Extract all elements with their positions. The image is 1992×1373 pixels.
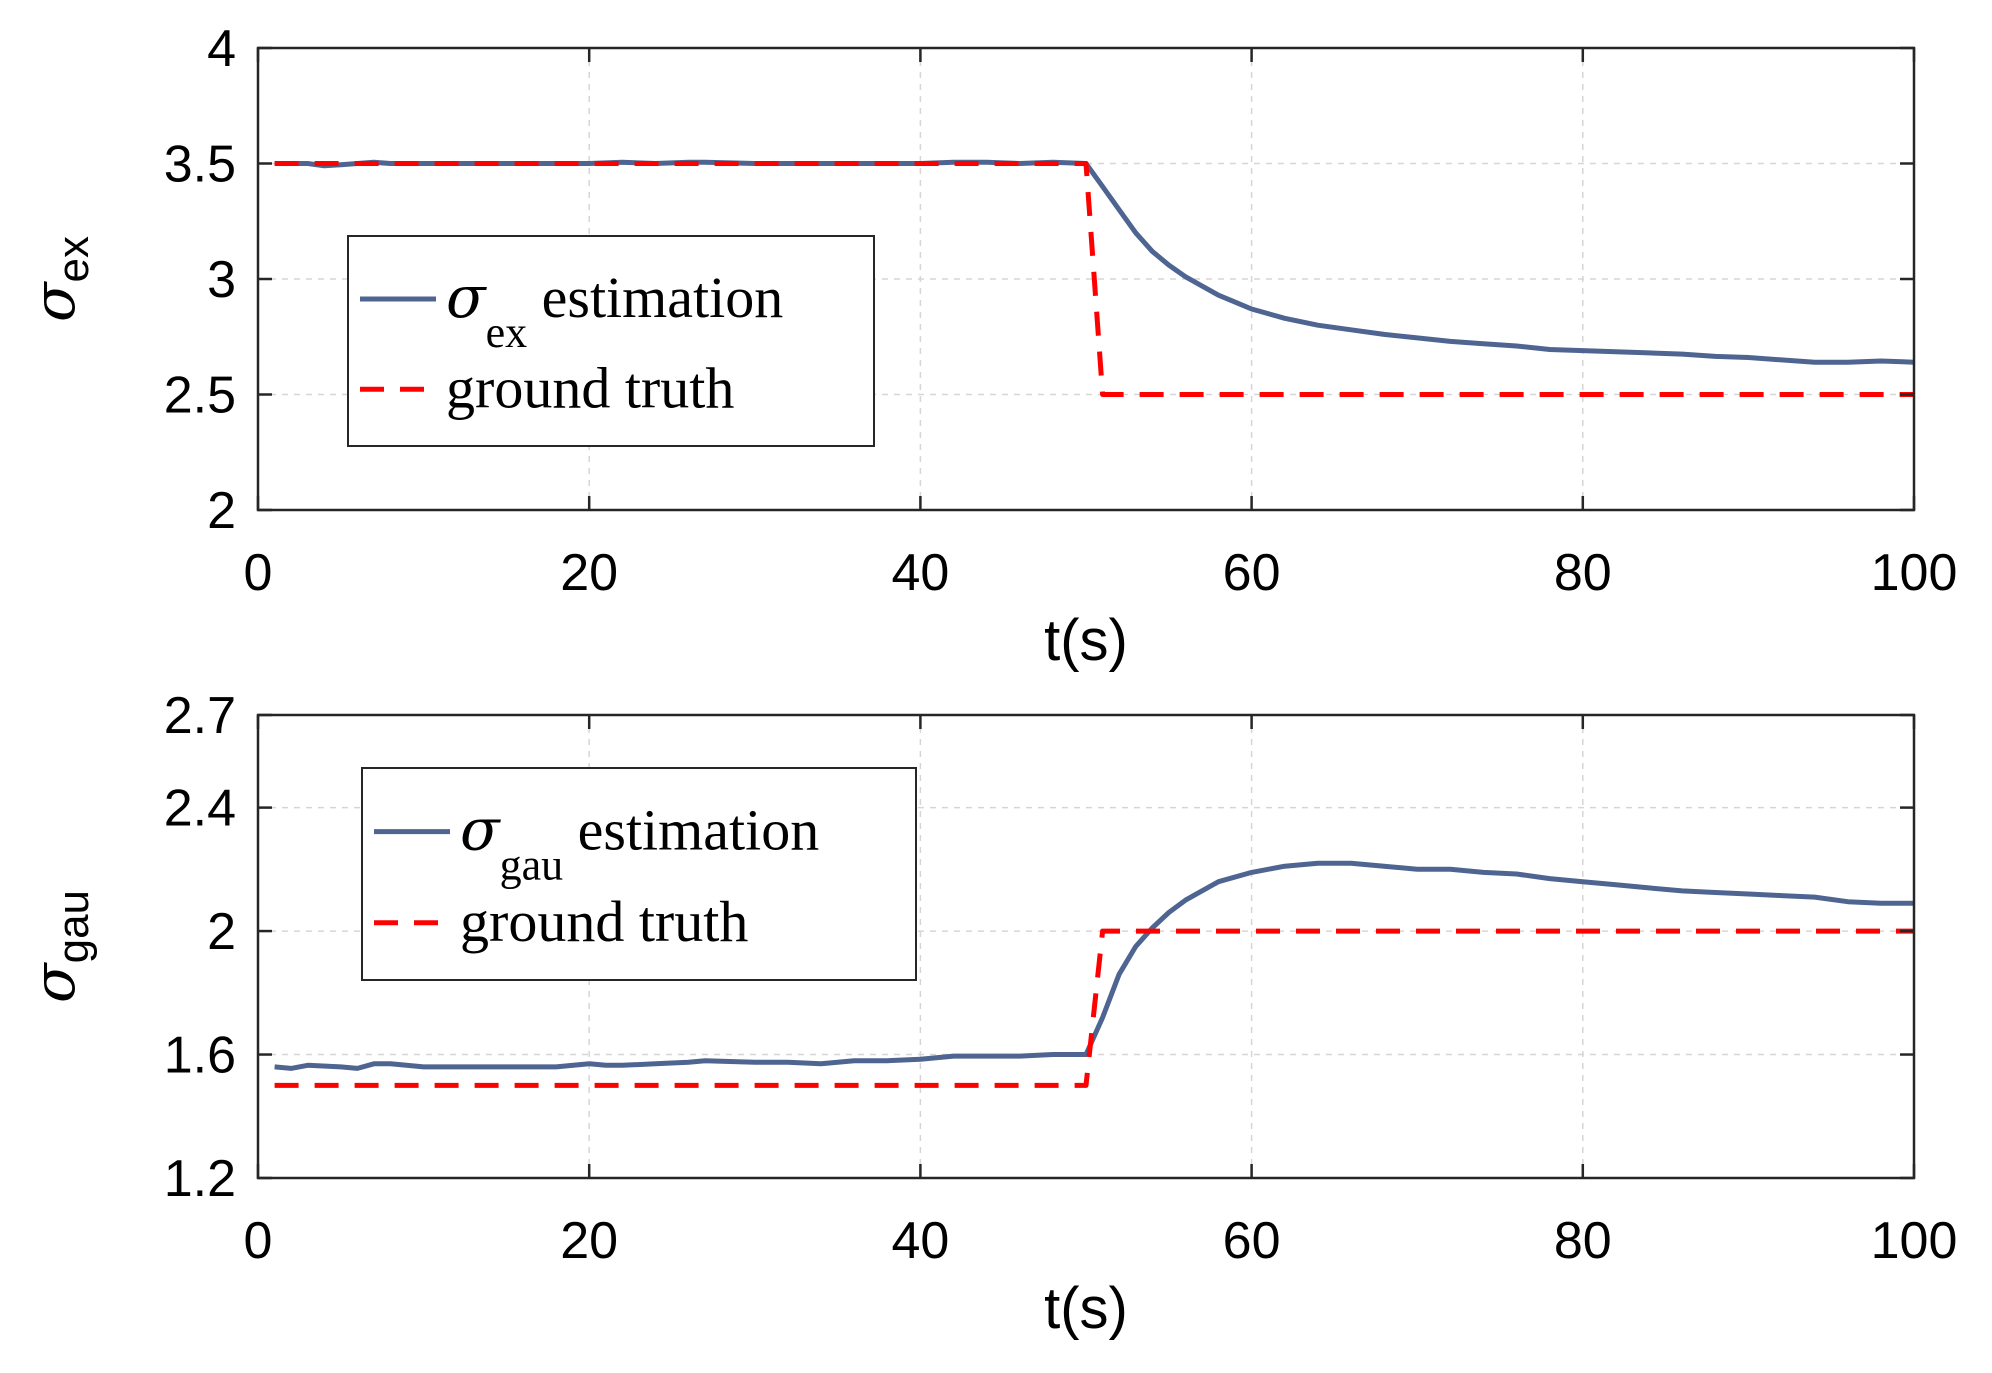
- legend-text: estimation: [527, 265, 783, 330]
- y-tick-label-1: 1.6: [164, 1027, 236, 1085]
- y-tick-label-2: 3: [207, 251, 236, 309]
- legend-label-ground-truth: ground truth: [460, 889, 748, 954]
- x-tick-label-5: 100: [1871, 1212, 1958, 1270]
- y-axis-label-symbol: σ: [20, 962, 88, 1003]
- y-tick-label-1: 2.5: [164, 367, 236, 425]
- x-tick-label-4: 80: [1554, 1212, 1612, 1270]
- y-axis-label-subscript: gau: [49, 890, 98, 963]
- legend-box: [347, 235, 875, 447]
- legend-symbol: σ: [460, 796, 501, 864]
- x-tick-label-4: 80: [1554, 544, 1612, 602]
- legend-symbol: σ: [446, 263, 487, 331]
- legend-box: [361, 767, 917, 981]
- series-ground-truth-line: [274, 928, 1914, 1088]
- y-axis-label: σex: [20, 236, 98, 322]
- x-tick-label-2: 40: [891, 544, 949, 602]
- x-tick-label-3: 60: [1223, 544, 1281, 602]
- x-axis-label: t(s): [1044, 1276, 1128, 1341]
- y-tick-label-2: 2: [207, 903, 236, 961]
- y-axis-label-subscript: ex: [49, 236, 98, 282]
- y-tick-label-0: 2: [207, 482, 236, 540]
- series-ground-truth-line: [274, 161, 1914, 397]
- legend-subscript: ex: [486, 308, 528, 357]
- x-tick-label-3: 60: [1223, 1212, 1281, 1270]
- y-axis-label: σgau: [20, 890, 98, 1003]
- x-tick-label-0: 0: [244, 1212, 273, 1270]
- y-tick-label-0: 1.2: [164, 1150, 236, 1208]
- axes-frame: [256, 713, 1916, 1180]
- x-tick-label-2: 40: [891, 1212, 949, 1270]
- y-tick-label-4: 2.7: [164, 687, 236, 745]
- x-tick-label-5: 100: [1871, 544, 1958, 602]
- x-tick-label-0: 0: [244, 544, 273, 602]
- legend-text: ground truth: [446, 355, 734, 420]
- series-estimation-line: [274, 860, 1914, 1071]
- y-tick-label-3: 3.5: [164, 136, 236, 194]
- y-tick-label-3: 2.4: [164, 780, 236, 838]
- legend-text: ground truth: [460, 889, 748, 954]
- legend-text: estimation: [563, 798, 819, 863]
- legend-label-estimation: σex estimation: [446, 263, 783, 357]
- legend-label-estimation: σgau estimation: [460, 796, 819, 890]
- x-tick-label-1: 20: [560, 1212, 618, 1270]
- y-axis-label-symbol: σ: [20, 281, 88, 322]
- legend-subscript: gau: [500, 841, 564, 890]
- legend-label-ground-truth: ground truth: [446, 355, 734, 420]
- y-tick-label-4: 4: [207, 20, 236, 78]
- x-axis-label: t(s): [1044, 608, 1128, 673]
- x-tick-label-1: 20: [560, 544, 618, 602]
